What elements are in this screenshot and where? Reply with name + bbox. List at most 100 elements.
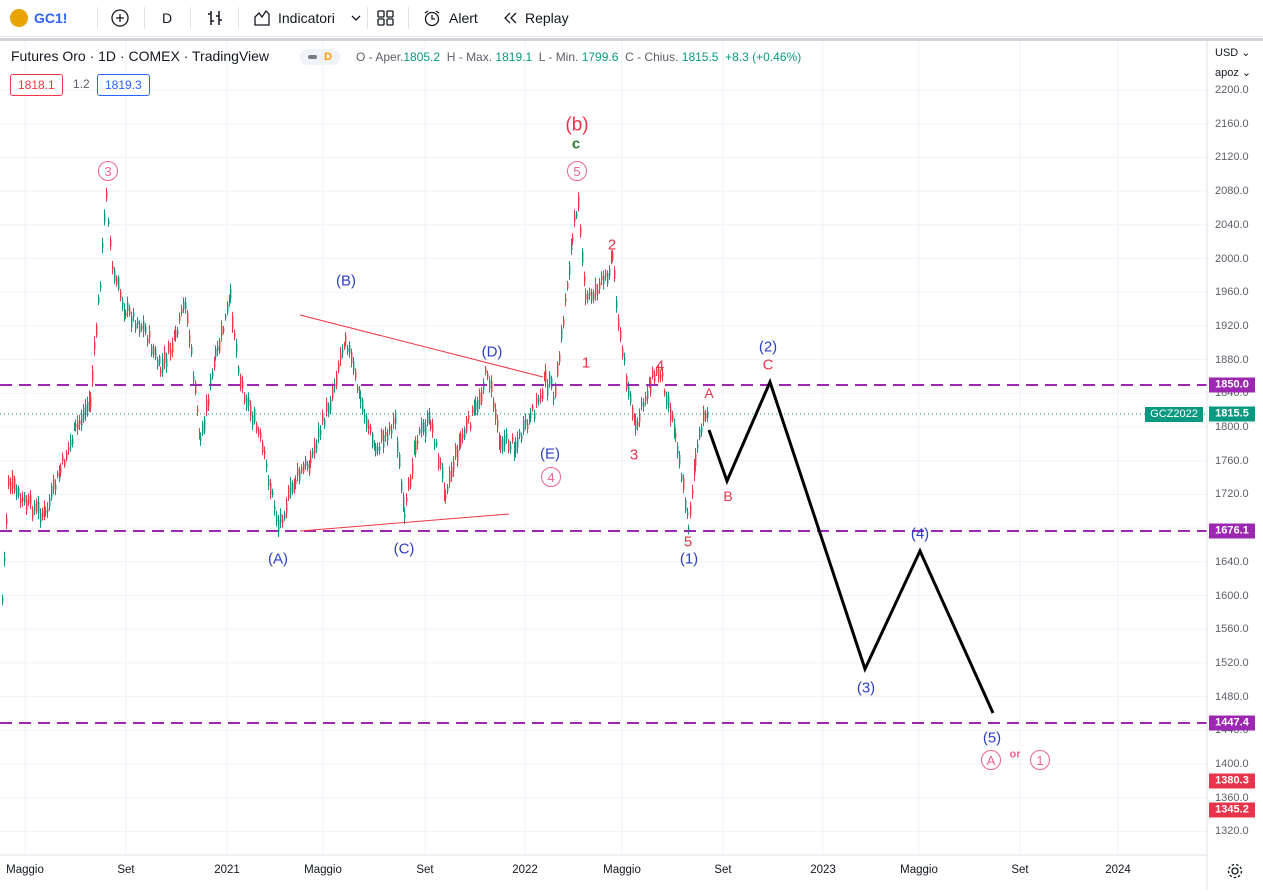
candle-body (641, 401, 643, 406)
price-tick-label: 1520.0 (1215, 656, 1249, 669)
candle-body (244, 395, 246, 402)
candle-body (379, 446, 381, 451)
wave-label-2-blue: (2) (758, 338, 778, 356)
candle-body (534, 412, 536, 420)
candle-body (160, 369, 162, 374)
candle-body (417, 440, 419, 444)
candle-body (375, 445, 377, 454)
candle-body (387, 433, 389, 441)
candle-body (692, 489, 694, 494)
candle-body (280, 513, 282, 524)
time-tick-label: 2024 (1105, 864, 1131, 876)
candle-body (656, 368, 658, 374)
candle-body (307, 463, 309, 469)
interval-button[interactable]: D (162, 0, 172, 36)
candle-body (30, 494, 32, 505)
wave-label-B: (B) (336, 272, 356, 290)
candle-body (506, 432, 508, 440)
candle-body (290, 482, 292, 494)
compare-button[interactable] (110, 0, 130, 36)
candle-body (385, 432, 387, 437)
chart-type-button[interactable] (205, 0, 225, 36)
wave-label-E: (E) (540, 445, 560, 463)
candle-body (153, 346, 155, 355)
currency-selector[interactable]: USD ⌄ (1215, 47, 1251, 59)
candle-body (264, 450, 266, 455)
candle-body (649, 378, 651, 386)
candle-body (580, 227, 582, 235)
candle-body (408, 479, 410, 490)
price-tick-label: 1880.0 (1215, 353, 1249, 366)
candle-body (383, 435, 385, 448)
candle-body (377, 447, 379, 451)
price-candles (2, 187, 709, 605)
candle-body (225, 315, 227, 319)
wave-label-circle-5: 5 (567, 161, 587, 181)
candle-body (364, 414, 366, 419)
wave-label-B-red: B (723, 488, 733, 504)
candle-body (246, 397, 248, 408)
candle-body (137, 320, 139, 325)
buy-price-box[interactable]: 1819.3 (97, 74, 150, 96)
candle-body (170, 348, 172, 355)
wave-label-5-blue: (5) (982, 729, 1002, 747)
candle-body (242, 381, 244, 388)
candle-body (493, 400, 495, 409)
indicators-dropdown[interactable] (350, 0, 362, 36)
layout-button[interactable] (376, 0, 396, 36)
candle-body (6, 518, 8, 525)
candle-body (81, 414, 83, 427)
price-tick-label: 1960.0 (1215, 286, 1249, 299)
candle-body (397, 441, 399, 453)
candle-body (57, 472, 59, 477)
candle-body (374, 442, 376, 449)
market-status-badge[interactable]: D (300, 49, 340, 65)
candle-body (685, 499, 687, 511)
chart-pane[interactable] (0, 38, 1263, 893)
candle-body (391, 429, 393, 434)
grid-lines (0, 41, 1207, 855)
candle-body (584, 275, 586, 283)
triangle-upper-line (299, 314, 544, 378)
candle-body (349, 345, 351, 354)
symbol-button[interactable]: GC1! (10, 0, 67, 36)
candle-body (601, 275, 603, 281)
candle-body (223, 328, 225, 332)
candle-body (316, 444, 318, 449)
candle-body (219, 340, 221, 352)
candle-body (204, 419, 206, 432)
candle-body (116, 277, 118, 285)
candle-body (479, 392, 481, 406)
candle-body (521, 435, 523, 440)
candle-body (70, 439, 72, 446)
candle-body (114, 269, 116, 282)
candle-body (609, 268, 611, 277)
alert-button[interactable]: Alert (422, 0, 478, 36)
chart-title: Futures Oro · 1D · COMEX · TradingView (11, 48, 270, 64)
candle-body (326, 402, 328, 412)
candle-body (628, 384, 630, 397)
wave-label-4-red: 4 (655, 357, 665, 375)
candle-body (529, 416, 531, 422)
candle-body (301, 467, 303, 472)
indicators-button[interactable]: Indicatori (252, 0, 335, 36)
candle-body (189, 335, 191, 343)
candle-body (16, 487, 18, 498)
sell-price-box[interactable]: 1818.1 (10, 74, 63, 96)
wave-label-4-blue: (4) (910, 525, 930, 543)
candle-body (681, 474, 683, 481)
candle-body (393, 418, 395, 424)
candle-body (151, 346, 153, 355)
chart-settings-button[interactable] (1226, 862, 1244, 885)
candle-body (481, 391, 483, 402)
replay-button[interactable]: Replay (502, 0, 569, 36)
candle-body (131, 316, 133, 328)
candle-body (429, 412, 431, 421)
candle-body (705, 412, 707, 420)
scale-mode-label[interactable]: apoz ⌄ (1215, 67, 1252, 79)
candle-body (177, 330, 179, 335)
wave-label-C-red: C (762, 356, 774, 374)
ohlc-values: O - Aper.1805.2 H - Max. 1819.1 L - Min.… (356, 50, 802, 64)
candle-body (162, 358, 164, 372)
